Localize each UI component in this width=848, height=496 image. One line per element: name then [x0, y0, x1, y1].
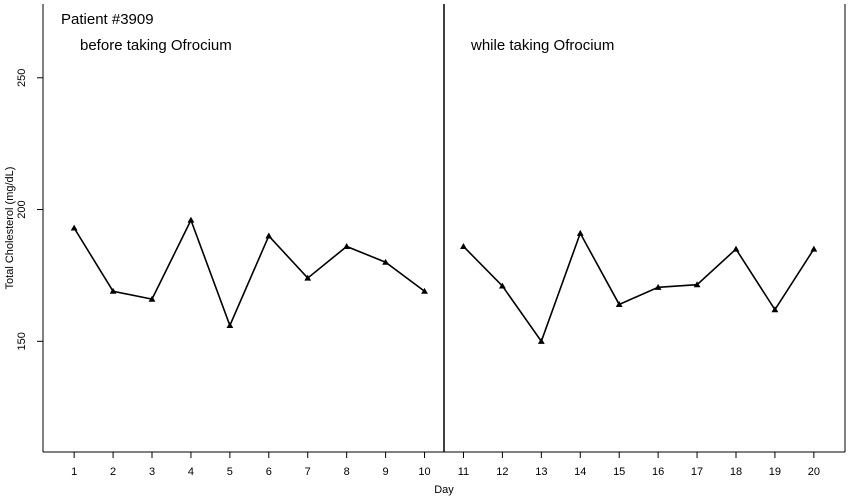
data-point-triangle: [109, 287, 117, 294]
data-point-triangle: [70, 224, 78, 231]
data-point-triangle: [226, 322, 234, 329]
x-tick-label: 4: [188, 466, 194, 478]
x-tick-label: 6: [266, 466, 272, 478]
x-tick-label: 1: [71, 466, 77, 478]
x-tick-label: 20: [808, 466, 820, 478]
x-tick-label: 14: [574, 466, 586, 478]
x-tick-label: 9: [383, 466, 389, 478]
data-point-triangle: [615, 301, 623, 307]
x-tick-label: 5: [227, 466, 233, 478]
data-point-triangle: [576, 229, 584, 236]
phase-label-while: while taking Ofrocium: [470, 37, 614, 54]
x-tick-label: 13: [535, 466, 547, 478]
data-point-triangle: [771, 306, 779, 313]
x-tick-label: 18: [730, 466, 742, 478]
series-group: [70, 216, 818, 344]
data-point-triangle: [421, 287, 428, 294]
y-tick-label: 200: [16, 200, 28, 218]
series-line-phase-2: [462, 231, 815, 344]
data-point-triangle: [382, 258, 390, 265]
x-tick-label: 11: [458, 466, 469, 478]
patient-label: Patient #3909: [61, 11, 154, 28]
y-tick-label: 250: [16, 69, 28, 87]
data-point-triangle: [654, 283, 662, 290]
data-point-triangle: [498, 282, 506, 289]
data-point-triangle: [148, 295, 156, 302]
data-point-triangle: [343, 243, 351, 249]
x-tick-label: 16: [652, 466, 664, 478]
data-point-triangle: [537, 337, 545, 344]
x-axis-ticks: 1 2 3 4 5 6 7 8 9 10 11 12 13 14 15 16 17 18 19 20: [71, 452, 820, 478]
phase-label-before: before taking Ofrocium: [80, 37, 232, 54]
data-point-triangle: [732, 245, 740, 252]
x-tick-label: 2: [110, 466, 116, 478]
x-axis-title: Day: [434, 484, 454, 496]
x-tick-label: 17: [691, 466, 703, 478]
y-axis-title: Total Cholesterol (mg/dL): [4, 167, 16, 290]
y-axis-ticks: 150 200 250: [16, 69, 43, 350]
x-tick-label: 15: [613, 466, 625, 478]
data-point-triangle: [693, 281, 701, 288]
x-tick-label: 7: [305, 466, 311, 478]
data-point-triangle: [460, 243, 467, 249]
x-tick-label: 8: [344, 466, 350, 478]
x-tick-label: 12: [496, 466, 508, 478]
series-line-phase-1: [73, 218, 426, 328]
data-point-triangle: [304, 274, 312, 281]
x-tick-label: 19: [769, 466, 781, 478]
data-point-triangle: [810, 245, 818, 252]
data-point-triangle: [265, 232, 273, 239]
x-tick-label: 10: [418, 466, 430, 478]
x-tick-label: 3: [149, 466, 155, 478]
data-point-triangle: [187, 216, 195, 223]
y-tick-label: 150: [16, 332, 28, 350]
